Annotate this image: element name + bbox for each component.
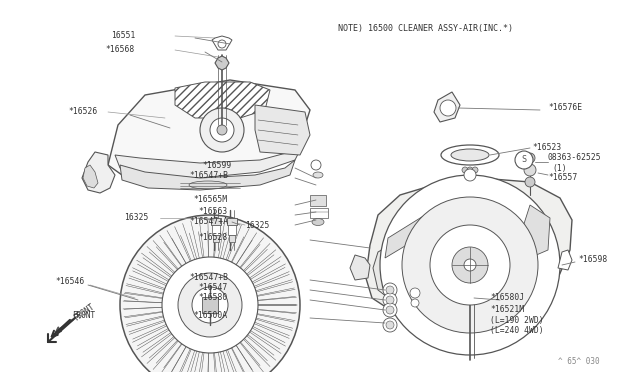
Text: *16500A: *16500A <box>194 311 228 320</box>
Text: *16599: *16599 <box>203 160 232 170</box>
Circle shape <box>525 177 535 187</box>
Polygon shape <box>212 225 220 235</box>
Circle shape <box>386 286 394 294</box>
Text: 08363-62525: 08363-62525 <box>548 154 602 163</box>
Polygon shape <box>82 152 115 193</box>
Text: *16547+B: *16547+B <box>189 170 228 180</box>
Polygon shape <box>120 160 295 190</box>
Circle shape <box>162 257 258 353</box>
Text: *16580J: *16580J <box>490 294 524 302</box>
Circle shape <box>386 296 394 304</box>
Polygon shape <box>310 208 328 218</box>
Polygon shape <box>215 56 229 70</box>
Circle shape <box>402 197 538 333</box>
Circle shape <box>383 293 397 307</box>
Text: *16557: *16557 <box>548 173 577 183</box>
Circle shape <box>383 303 397 317</box>
Circle shape <box>192 287 228 323</box>
Polygon shape <box>83 165 98 188</box>
Circle shape <box>467 167 473 173</box>
Circle shape <box>200 108 244 152</box>
Circle shape <box>524 164 536 176</box>
Circle shape <box>178 273 242 337</box>
Ellipse shape <box>189 181 227 189</box>
Ellipse shape <box>313 172 323 178</box>
Polygon shape <box>520 205 550 262</box>
Text: S: S <box>522 155 527 164</box>
Text: *16546: *16546 <box>55 278 84 286</box>
Circle shape <box>525 153 535 163</box>
Circle shape <box>386 321 394 329</box>
Polygon shape <box>202 297 218 313</box>
Circle shape <box>380 175 560 355</box>
Circle shape <box>452 247 488 283</box>
Circle shape <box>515 151 533 169</box>
Text: *16523: *16523 <box>532 144 561 153</box>
Text: *16598: *16598 <box>578 256 607 264</box>
Text: *16547+A: *16547+A <box>189 218 228 227</box>
Text: *16576E: *16576E <box>548 103 582 112</box>
Text: 16551: 16551 <box>111 32 135 41</box>
Polygon shape <box>365 178 572 322</box>
Text: ^ 65^ 030: ^ 65^ 030 <box>558 357 600 366</box>
Text: *16528: *16528 <box>199 234 228 243</box>
Circle shape <box>218 40 226 48</box>
Circle shape <box>386 306 394 314</box>
Polygon shape <box>385 215 425 258</box>
Text: *16526: *16526 <box>68 108 97 116</box>
Polygon shape <box>558 250 572 270</box>
Text: (1): (1) <box>552 164 566 173</box>
Polygon shape <box>227 218 237 225</box>
Circle shape <box>411 299 419 307</box>
Text: FRONT: FRONT <box>72 302 96 322</box>
Circle shape <box>383 318 397 332</box>
Polygon shape <box>212 36 232 50</box>
Polygon shape <box>373 198 555 314</box>
Polygon shape <box>175 82 270 118</box>
Polygon shape <box>310 195 326 206</box>
Text: *16521M: *16521M <box>490 305 524 314</box>
Circle shape <box>410 288 420 298</box>
Circle shape <box>383 283 397 297</box>
Circle shape <box>462 167 468 173</box>
Circle shape <box>464 169 476 181</box>
Text: 16325: 16325 <box>124 214 148 222</box>
Text: *16568: *16568 <box>106 45 135 55</box>
Polygon shape <box>350 255 370 280</box>
Polygon shape <box>211 218 221 225</box>
Circle shape <box>430 225 510 305</box>
Circle shape <box>311 160 321 170</box>
Circle shape <box>440 100 456 116</box>
Text: *16565M: *16565M <box>194 196 228 205</box>
Text: *16580: *16580 <box>199 294 228 302</box>
Text: *16563: *16563 <box>199 208 228 217</box>
Circle shape <box>210 118 234 142</box>
Text: *16547: *16547 <box>199 283 228 292</box>
Polygon shape <box>434 92 460 122</box>
Polygon shape <box>228 225 236 235</box>
Polygon shape <box>229 235 235 242</box>
Ellipse shape <box>312 218 324 225</box>
Text: NOTE) 16500 CLEANER ASSY-AIR(INC.*): NOTE) 16500 CLEANER ASSY-AIR(INC.*) <box>338 23 513 32</box>
Ellipse shape <box>451 149 489 161</box>
Text: (L=190 2WD): (L=190 2WD) <box>490 315 543 324</box>
Circle shape <box>217 125 227 135</box>
Circle shape <box>472 167 478 173</box>
Circle shape <box>464 259 476 271</box>
Text: FRONT: FRONT <box>72 311 95 320</box>
Polygon shape <box>255 105 310 155</box>
Text: *16547+B: *16547+B <box>189 273 228 282</box>
Text: 16325: 16325 <box>245 221 269 230</box>
Polygon shape <box>115 140 305 178</box>
Text: (L=240 4WD): (L=240 4WD) <box>490 326 543 334</box>
Polygon shape <box>213 235 219 242</box>
Circle shape <box>120 215 300 372</box>
Ellipse shape <box>441 145 499 165</box>
Polygon shape <box>108 80 310 175</box>
